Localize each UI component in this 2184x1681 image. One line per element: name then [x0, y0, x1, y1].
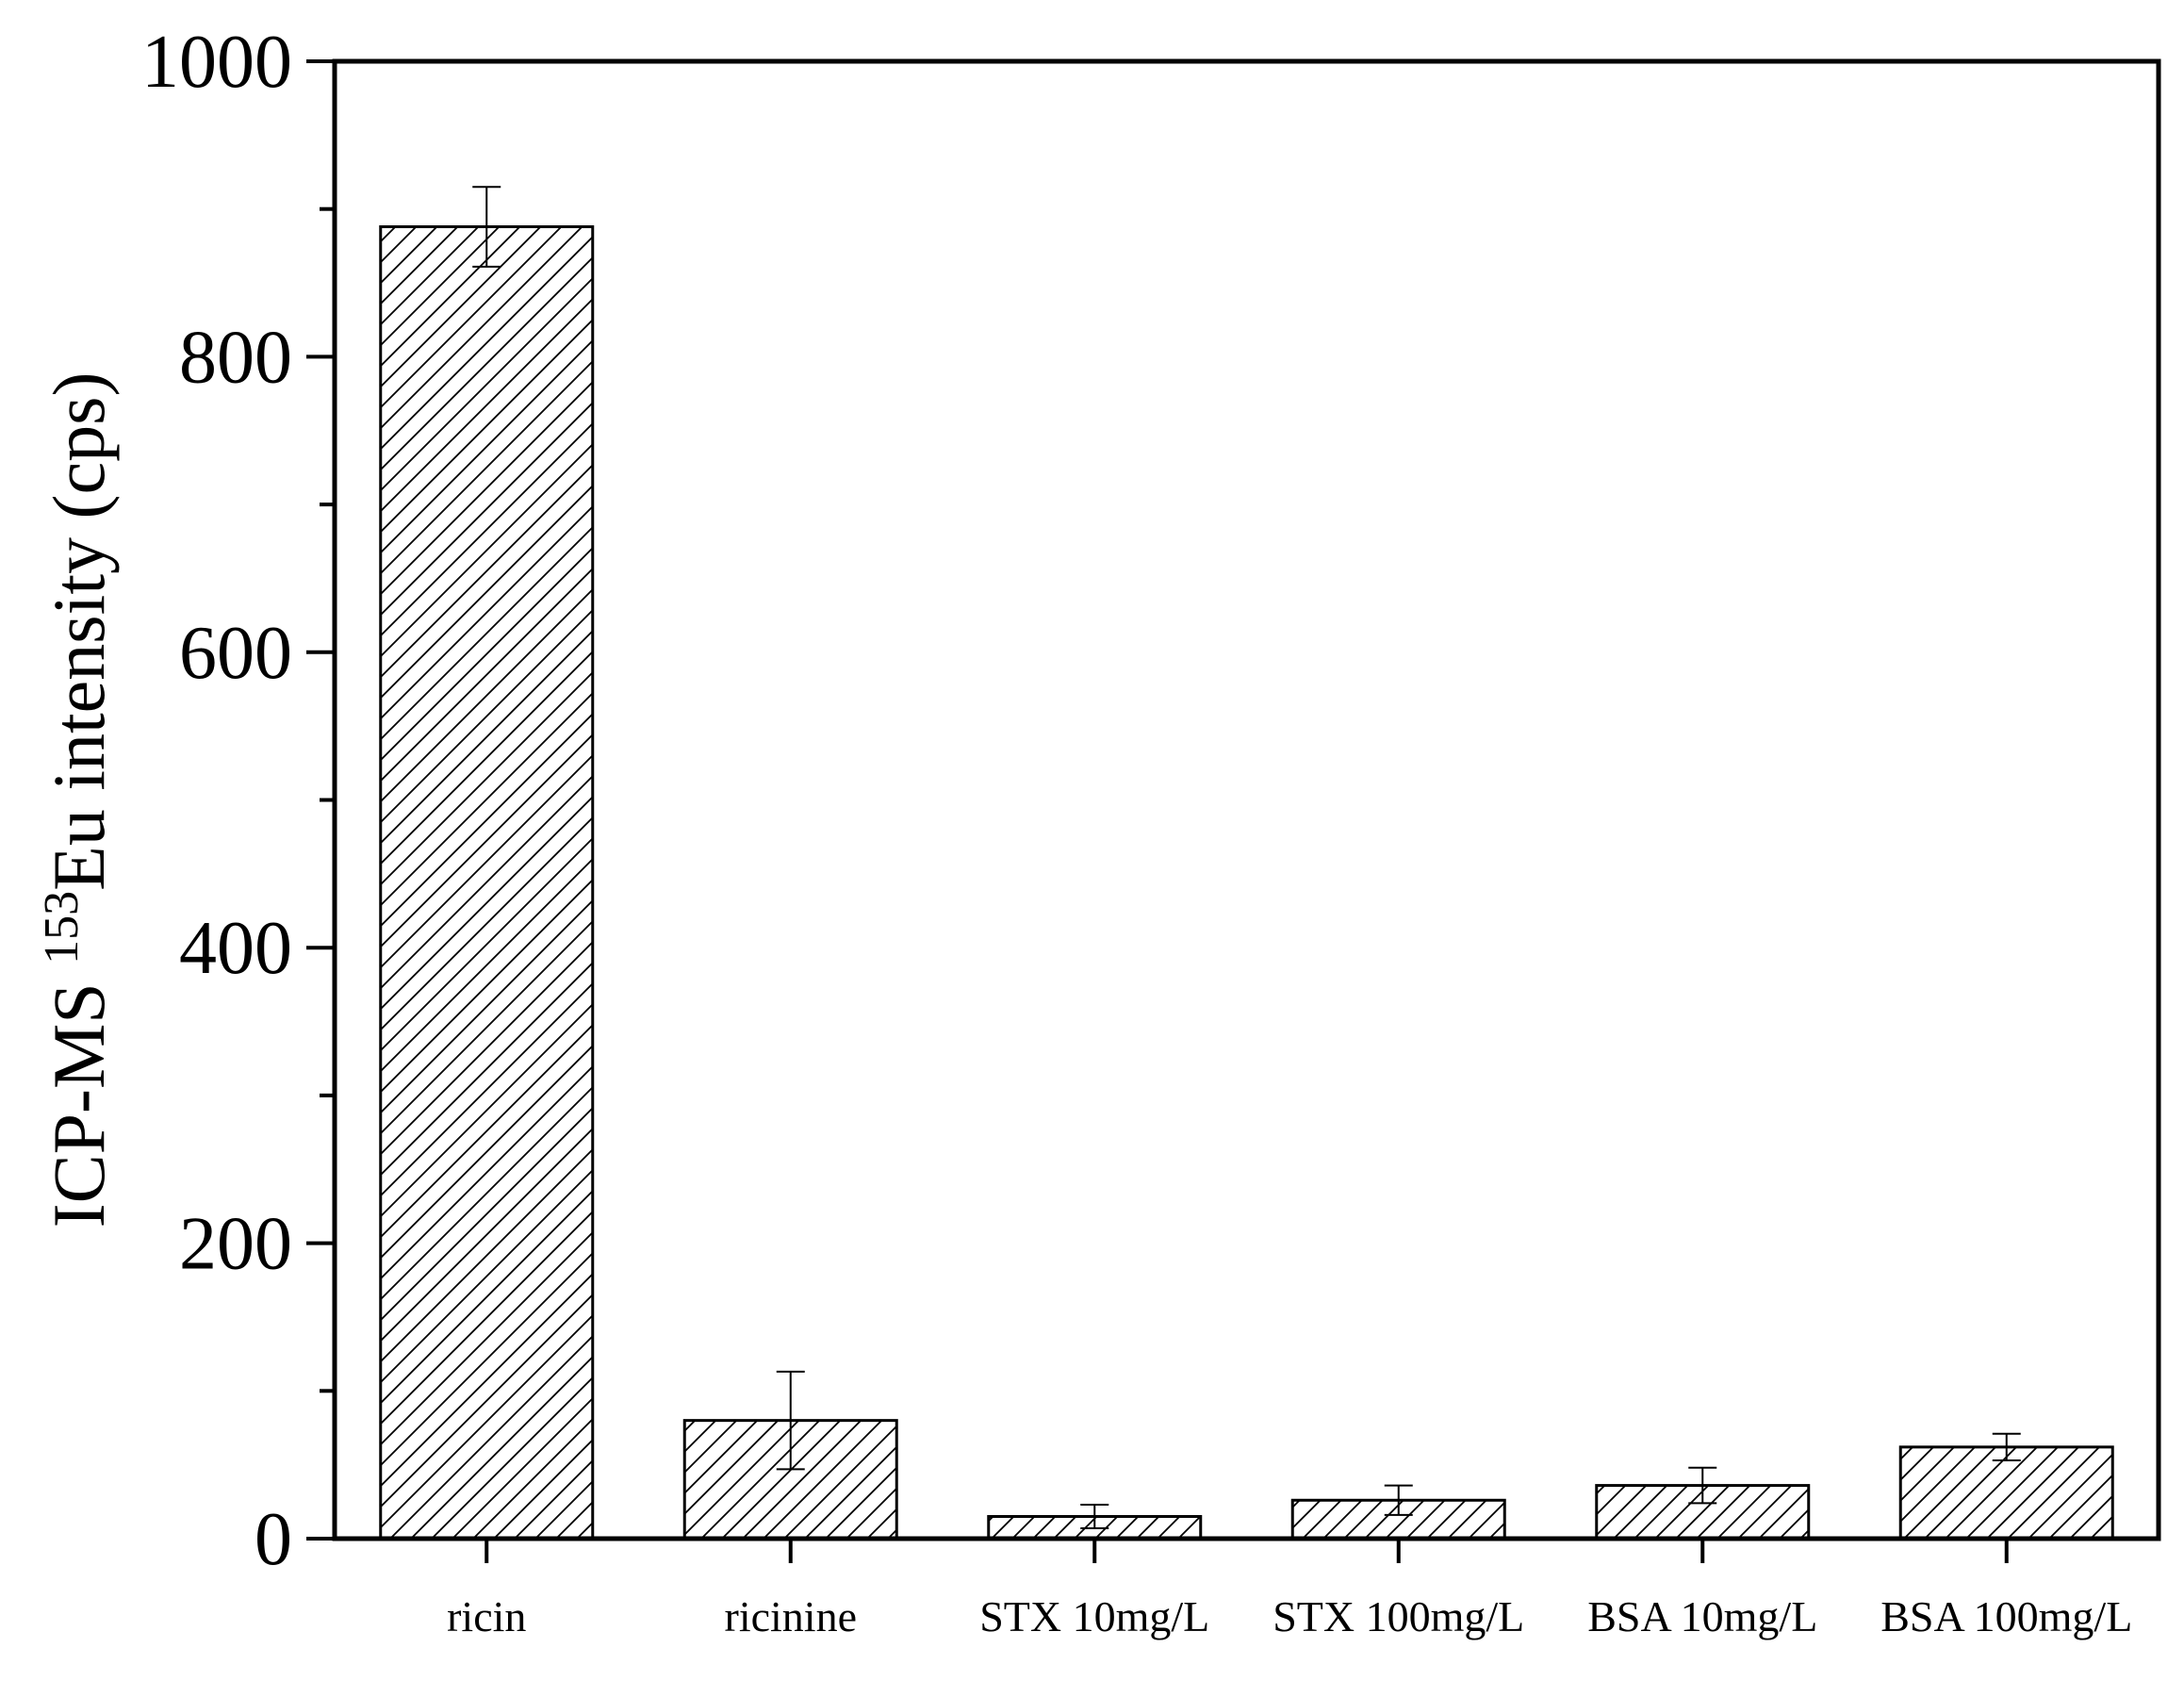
y-axis-label-suffix: Eu intensity (cps) — [38, 372, 120, 891]
x-tick-label-1: ricin — [447, 1592, 526, 1640]
y-tick-label-1: 0 — [255, 1498, 292, 1581]
x-tick-label-6: BSA 100mg/L — [1880, 1592, 2132, 1640]
bars-layer — [379, 225, 2114, 1541]
ticks-layer: ricin ricinine STX 10mg/L STX 100mg/L BSA 10… — [141, 21, 2132, 1640]
x-tick-label-5: BSA 10mg/L — [1587, 1592, 1817, 1640]
bar-1 — [379, 225, 595, 1541]
x-tick-label-2: ricinine — [725, 1592, 858, 1640]
y-tick-label-3: 400 — [179, 907, 292, 990]
error-bar-5 — [1688, 1466, 1717, 1505]
y-tick-label-4: 600 — [179, 612, 292, 695]
y-axis-label-prefix: ICP-MS — [38, 964, 120, 1228]
error-bars-layer — [472, 186, 2021, 1530]
plot-frame — [332, 58, 2161, 1541]
x-tick-label-3: STX 10mg/L — [979, 1592, 1209, 1640]
error-bar-4 — [1384, 1484, 1413, 1516]
error-bar-6 — [1992, 1432, 2021, 1461]
y-tick-label-5: 800 — [179, 316, 292, 399]
error-bar-3 — [1080, 1503, 1109, 1530]
x-tick-label-4: STX 100mg/L — [1273, 1592, 1524, 1640]
y-axis-label-superscript: 153 — [35, 891, 89, 964]
y-axis-label: ICP-MS 153Eu intensity (cps) — [35, 372, 120, 1228]
y-tick-label-2: 200 — [179, 1203, 292, 1286]
error-bar-2 — [776, 1370, 805, 1471]
y-tick-label-6: 1000 — [141, 21, 292, 104]
error-bar-1 — [472, 186, 501, 268]
